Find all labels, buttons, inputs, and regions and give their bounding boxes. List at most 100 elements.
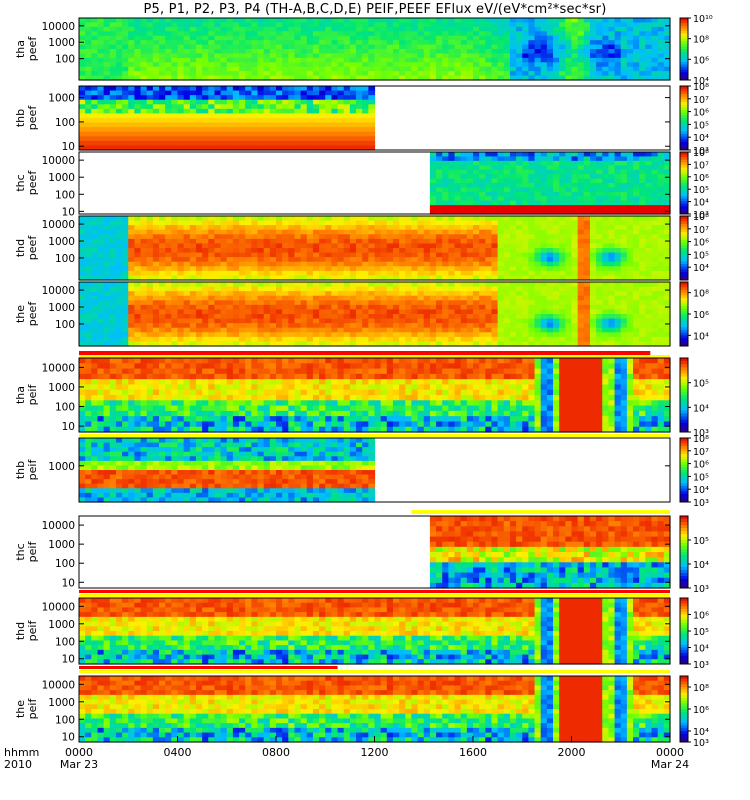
heatmap-cell [479, 252, 486, 258]
heatmap-cell [639, 71, 646, 77]
heatmap-cell [405, 62, 413, 68]
heatmap-cell [448, 261, 456, 267]
heatmap-cell [91, 220, 99, 226]
heatmap-cell [159, 238, 166, 245]
heatmap-cell [269, 229, 277, 235]
heatmap-cell [140, 257, 148, 263]
heatmap-cell [183, 275, 191, 281]
colorbar-segment [680, 269, 688, 273]
heatmap-cell [442, 252, 449, 258]
heatmap-cell [516, 225, 523, 231]
heatmap-cell [337, 270, 345, 277]
heatmap-cell [257, 304, 265, 311]
heatmap-cell [553, 169, 560, 175]
heatmap-cell [583, 174, 591, 180]
heatmap-cell [331, 108, 339, 115]
heatmap-cell [663, 257, 671, 263]
heatmap-cell [202, 327, 209, 333]
heatmap-cell [195, 62, 203, 68]
heatmap-cell [159, 332, 166, 338]
heatmap-cell [91, 225, 99, 231]
heatmap-cell [306, 57, 314, 63]
heatmap-cell [392, 75, 400, 81]
heatmap-cell [516, 71, 523, 77]
heatmap-cell [356, 257, 363, 263]
plot-frame [78, 151, 671, 215]
heatmap-cell [251, 104, 259, 110]
heatmap-cell [183, 332, 191, 338]
heatmap-cell [140, 53, 148, 59]
heatmap-cell [368, 108, 376, 115]
heatmap-cell [608, 152, 616, 158]
heatmap-cell [300, 291, 308, 297]
heatmap-cell [392, 53, 400, 59]
colorbar-segment [680, 139, 688, 143]
heatmap-cell [577, 248, 585, 254]
heatmap-cell [214, 332, 222, 338]
heatmap-cell [146, 104, 154, 110]
heatmap-cell [146, 266, 154, 272]
heatmap-cell [633, 71, 640, 77]
heatmap-cell [608, 156, 616, 162]
heatmap-cell [534, 57, 542, 63]
heatmap-cell [509, 40, 517, 46]
heatmap-cell [159, 304, 166, 311]
heatmap-cell [485, 187, 493, 193]
heatmap-cell [362, 18, 369, 24]
heatmap-cell [282, 71, 289, 77]
heatmap-cell [319, 252, 326, 258]
heatmap-cell [448, 49, 456, 55]
heatmap-cell [442, 300, 449, 306]
heatmap-cell [349, 252, 357, 258]
heatmap-cell [282, 216, 289, 222]
heatmap-cell [565, 270, 573, 277]
heatmap-cell [288, 113, 296, 119]
heatmap-cell [319, 314, 326, 320]
heatmap-cell [466, 295, 474, 301]
heatmap-cell [405, 309, 413, 315]
heatmap-cell [300, 66, 308, 72]
heatmap-cell [269, 22, 277, 28]
heatmap-cell [460, 31, 468, 37]
heatmap-cell [405, 295, 413, 301]
heatmap-cell [288, 145, 296, 151]
heatmap-cell [423, 229, 431, 235]
heatmap-cell [645, 270, 653, 277]
heatmap-cell [165, 225, 172, 231]
heatmap-cell [626, 18, 634, 24]
heatmap-cell [103, 327, 111, 333]
heatmap-cell [448, 270, 456, 277]
heatmap-cell [208, 131, 216, 137]
heatmap-cell [399, 261, 406, 267]
heatmap-cell [91, 243, 99, 249]
heatmap-cell [491, 66, 499, 72]
heatmap-cell [423, 26, 431, 32]
heatmap-cell [146, 113, 154, 119]
heatmap-cell [288, 49, 296, 55]
heatmap-cell [103, 18, 111, 24]
heatmap-cell [232, 261, 240, 267]
heatmap-cell [220, 99, 228, 105]
heatmap-cell [325, 86, 333, 92]
heatmap-cell [152, 66, 160, 72]
heatmap-cell [263, 318, 271, 324]
heatmap-cell [374, 44, 382, 50]
heatmap-cell [134, 327, 142, 333]
heatmap-cell [183, 66, 191, 72]
heatmap-cell [546, 40, 554, 46]
heatmap-cell [368, 336, 376, 343]
heatmap-cell [596, 53, 603, 59]
heatmap-cell [374, 31, 382, 37]
heatmap-cell [312, 104, 320, 110]
heatmap-cell [516, 243, 523, 249]
heatmap-cell [251, 257, 259, 263]
colorbar-segment [680, 240, 688, 244]
heatmap-cell [589, 57, 597, 63]
heatmap-cell [657, 26, 665, 32]
heatmap-cell [226, 238, 234, 245]
heatmap-cell [171, 136, 179, 142]
heatmap-cell [97, 248, 105, 254]
heatmap-cell [232, 118, 240, 124]
heatmap-cell [202, 104, 209, 110]
heatmap-cell [312, 252, 320, 258]
